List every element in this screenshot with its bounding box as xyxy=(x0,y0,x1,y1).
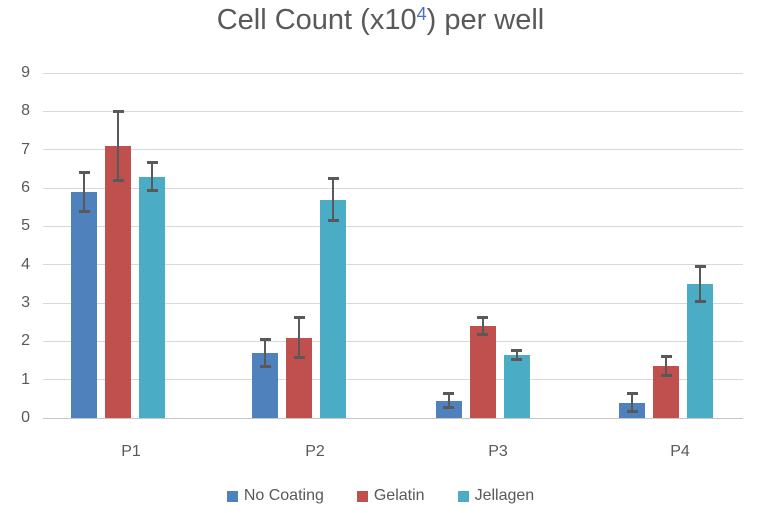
error-bar-cap-top-gelatin-P3 xyxy=(477,316,489,320)
plot-area xyxy=(43,72,743,419)
error-bar-jellagen-P3 xyxy=(515,350,518,360)
gridline-1 xyxy=(43,379,743,381)
legend-label-no-coating: No Coating xyxy=(243,487,324,504)
bar-jellagen-P4 xyxy=(687,283,713,418)
chart-title-prefix: Cell Count (x10 xyxy=(216,4,417,36)
error-bar-cap-top-no-coating-P4 xyxy=(626,392,638,396)
error-bar-cap-bottom-jellagen-P1 xyxy=(146,189,158,193)
error-bar-cap-bottom-gelatin-P4 xyxy=(660,374,672,378)
chart-title: Cell Count (x104) per well xyxy=(0,4,761,37)
error-bar-cap-top-jellagen-P2 xyxy=(327,176,339,180)
gridline-8 xyxy=(43,110,743,112)
bar-gelatin-P3 xyxy=(469,326,496,418)
error-bar-cap-bottom-no-coating-P1 xyxy=(78,209,90,213)
error-bar-cap-top-no-coating-P3 xyxy=(443,392,455,396)
error-bar-jellagen-P1 xyxy=(151,162,153,191)
legend-swatch-no-coating xyxy=(226,490,238,502)
error-bar-cap-top-jellagen-P3 xyxy=(511,348,523,352)
error-bar-cap-top-jellagen-P1 xyxy=(146,160,158,164)
error-bar-cap-bottom-gelatin-P3 xyxy=(477,332,489,336)
y-tick-label-4: 4 xyxy=(21,255,30,273)
error-bar-cap-bottom-jellagen-P2 xyxy=(327,219,339,223)
error-bar-no-coating-P2 xyxy=(264,339,267,367)
legend-swatch-gelatin xyxy=(356,490,368,502)
x-axis-label-P1: P1 xyxy=(121,443,141,460)
error-bar-cap-bottom-gelatin-P1 xyxy=(112,178,124,182)
chart-legend: No Coating Gelatin Jellagen xyxy=(0,487,761,505)
error-bar-jellagen-P4 xyxy=(699,266,701,302)
chart-title-superscript: 4 xyxy=(416,4,427,24)
y-tick-label-0: 0 xyxy=(21,409,30,426)
error-bar-cap-bottom-jellagen-P4 xyxy=(694,299,706,303)
bar-jellagen-P3 xyxy=(503,354,530,418)
bar-gelatin-P1 xyxy=(105,145,131,418)
error-bar-no-coating-P4 xyxy=(631,393,633,412)
legend-item-jellagen: Jellagen xyxy=(457,487,535,505)
error-bar-cap-bottom-gelatin-P2 xyxy=(293,355,305,359)
legend-label-jellagen: Jellagen xyxy=(474,487,535,504)
gridline-9 xyxy=(43,72,743,74)
x-axis-label-P3: P3 xyxy=(488,443,508,460)
error-bar-gelatin-P4 xyxy=(665,356,667,376)
error-bar-cap-top-jellagen-P4 xyxy=(694,265,706,269)
error-bar-gelatin-P1 xyxy=(117,111,119,181)
y-tick-label-6: 6 xyxy=(21,179,30,196)
y-tick-label-5: 5 xyxy=(21,217,30,235)
gridline-4 xyxy=(43,264,743,266)
error-bar-jellagen-P2 xyxy=(332,178,335,221)
y-tick-label-3: 3 xyxy=(21,294,30,311)
gridline-3 xyxy=(43,302,743,304)
bar-no-coating-P1 xyxy=(71,191,97,418)
x-axis-label-P2: P2 xyxy=(305,443,325,460)
error-bar-gelatin-P2 xyxy=(298,317,301,358)
error-bar-cap-top-gelatin-P4 xyxy=(660,355,672,359)
gridline-7 xyxy=(43,149,743,151)
gridline-6 xyxy=(43,187,743,189)
y-tick-label-8: 8 xyxy=(21,102,30,120)
y-tick-label-7: 7 xyxy=(21,140,30,158)
legend-item-gelatin: Gelatin xyxy=(356,487,425,505)
legend-swatch-jellagen xyxy=(457,490,469,502)
error-bar-cap-bottom-no-coating-P2 xyxy=(259,364,271,368)
error-bar-no-coating-P3 xyxy=(447,393,450,408)
chart-title-suffix: ) per well xyxy=(426,4,545,36)
bar-jellagen-P1 xyxy=(139,176,165,418)
error-bar-cap-bottom-no-coating-P3 xyxy=(443,406,455,410)
legend-item-no-coating: No Coating xyxy=(226,487,324,505)
error-bar-cap-bottom-jellagen-P3 xyxy=(511,357,523,361)
legend-label-gelatin: Gelatin xyxy=(373,487,425,504)
bar-jellagen-P2 xyxy=(320,199,347,418)
gridline-5 xyxy=(43,225,743,227)
error-bar-cap-bottom-no-coating-P4 xyxy=(626,409,638,413)
error-bar-cap-top-no-coating-P1 xyxy=(78,171,90,175)
error-bar-cap-top-gelatin-P2 xyxy=(293,316,305,320)
x-axis-label-P4: P4 xyxy=(670,443,690,460)
error-bar-cap-top-no-coating-P2 xyxy=(259,337,271,341)
y-tick-label-1: 1 xyxy=(21,370,30,388)
y-tick-label-9: 9 xyxy=(21,64,30,81)
error-bar-no-coating-P1 xyxy=(83,172,85,211)
error-bar-cap-top-gelatin-P1 xyxy=(112,109,124,113)
x-axis-line xyxy=(43,417,743,419)
gridline-2 xyxy=(43,340,743,342)
error-bar-gelatin-P3 xyxy=(481,317,484,335)
bar-no-coating-P3 xyxy=(435,400,462,418)
y-tick-label-2: 2 xyxy=(21,332,30,350)
